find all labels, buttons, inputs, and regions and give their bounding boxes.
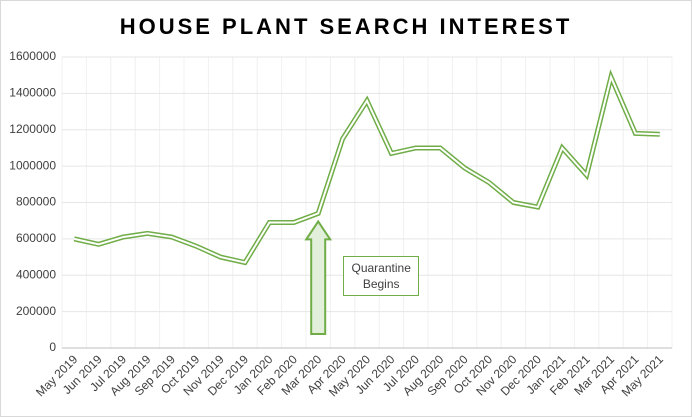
- y-tick-label: 800000: [16, 195, 56, 209]
- y-tick-label: 1600000: [9, 49, 56, 63]
- y-tick-label: 1400000: [9, 86, 56, 100]
- y-tick-label: 0: [49, 340, 56, 354]
- annotation-arrow: [304, 219, 333, 335]
- y-tick-label: 1200000: [9, 122, 56, 136]
- line-highlight: [73, 73, 660, 264]
- chart-title: HOUSE PLANT SEARCH INTEREST: [120, 14, 573, 39]
- y-tick-label: 400000: [16, 267, 56, 281]
- y-tick-label: 200000: [16, 304, 56, 318]
- y-tick-label: 600000: [16, 231, 56, 245]
- annotation: Quarantine Begins: [343, 256, 420, 296]
- y-tick-label: 1000000: [9, 158, 56, 172]
